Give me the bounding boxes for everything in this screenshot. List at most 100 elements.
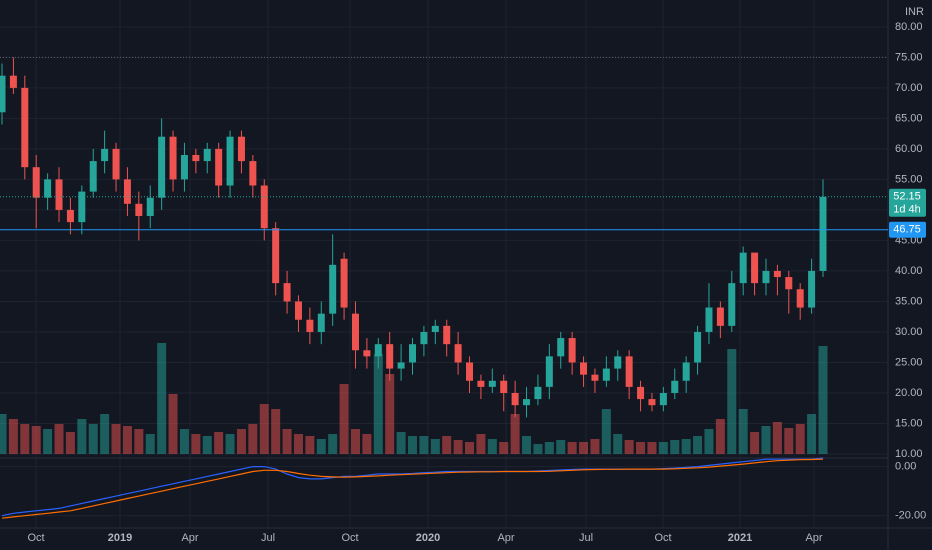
candle-body	[431, 325, 439, 332]
volume-bar	[681, 439, 691, 454]
candle-body	[192, 154, 200, 162]
x-tick-label: Oct	[27, 532, 44, 544]
candle-body	[101, 148, 109, 162]
candle-body	[9, 75, 17, 88]
currency-label: INR	[905, 6, 924, 18]
x-tick-label: 2019	[108, 532, 132, 544]
candle-body	[386, 344, 394, 369]
volume-bar	[693, 436, 703, 454]
candle-body	[762, 270, 770, 284]
candle-body	[659, 392, 667, 406]
candle-body	[454, 344, 462, 363]
candle-body	[89, 161, 97, 192]
volume-bar	[236, 429, 246, 454]
volume-bar	[499, 442, 509, 454]
countdown-label: 1d 4h	[893, 204, 921, 216]
candle-body	[409, 344, 416, 363]
volume-bar	[43, 429, 53, 454]
candle-body	[500, 380, 508, 393]
volume-bar	[396, 432, 406, 454]
volume-bar	[157, 343, 167, 454]
candle-body	[716, 307, 724, 326]
y-tick-label: 70.00	[895, 82, 923, 94]
volume-bar	[282, 429, 292, 454]
candle-body	[78, 191, 86, 223]
candle-body	[249, 161, 257, 186]
volume-bar	[727, 349, 737, 454]
y-tick-label: 10.00	[895, 448, 923, 460]
candle-body	[0, 75, 6, 113]
y-tick-label: 65.00	[895, 112, 923, 124]
volume-bar	[214, 432, 224, 454]
candle-body	[796, 289, 804, 308]
volume-bar	[419, 436, 429, 454]
candle-body	[374, 344, 382, 357]
volume-bar	[624, 440, 634, 454]
volume-bar	[533, 444, 543, 454]
y-tick-label: 40.00	[895, 265, 923, 277]
candle-body	[203, 148, 211, 162]
volume-bar	[362, 434, 372, 454]
candle-body	[614, 356, 622, 369]
volume-bar	[54, 424, 64, 454]
volume-bar	[442, 436, 452, 454]
candle-body	[363, 350, 371, 357]
volume-bar	[715, 419, 725, 454]
candle-body	[340, 258, 348, 308]
volume-bar	[613, 434, 623, 454]
volume-bar	[191, 434, 201, 454]
last-price-label: 52.15	[893, 191, 921, 203]
volume-bar	[408, 436, 417, 454]
candle-body	[283, 283, 291, 302]
candle-body	[397, 362, 405, 369]
macd-tick-label: -20.00	[895, 510, 926, 522]
candle-body	[523, 399, 531, 406]
volume-bar	[8, 419, 18, 454]
candle-body	[466, 362, 474, 381]
volume-bar	[179, 429, 189, 454]
candle-body	[545, 356, 553, 387]
candle-body	[773, 270, 781, 278]
candle-body	[112, 148, 120, 180]
volume-bar	[65, 432, 75, 454]
candle-body	[682, 362, 690, 381]
candle-body	[705, 307, 713, 332]
candle-body	[135, 203, 143, 217]
candle-body	[511, 392, 519, 406]
x-tick-label: 2021	[728, 532, 752, 544]
candle-body	[557, 338, 565, 357]
x-tick-label: Apr	[805, 532, 822, 544]
volume-bar	[636, 442, 646, 454]
volume-bar	[476, 434, 486, 454]
y-tick-label: 55.00	[895, 173, 923, 185]
volume-bar	[248, 424, 258, 454]
x-tick-label: Apr	[497, 532, 514, 544]
candle-body	[751, 252, 759, 284]
volume-bar	[522, 436, 532, 454]
candle-body	[808, 270, 816, 308]
x-tick-label: Oct	[654, 532, 671, 544]
volume-bar	[373, 354, 383, 454]
candle-body	[260, 185, 268, 229]
volume-bar	[31, 426, 41, 454]
candle-body	[226, 136, 234, 186]
candle-body	[146, 197, 154, 217]
volume-bar	[647, 442, 657, 454]
volume-bar	[225, 434, 235, 454]
candle-body	[625, 356, 633, 387]
volume-bar	[658, 442, 668, 454]
x-tick-label: Oct	[341, 532, 358, 544]
candle-body	[568, 338, 576, 363]
volume-bar	[77, 419, 87, 454]
volume-bar	[784, 428, 794, 454]
candle-body	[694, 331, 702, 363]
y-tick-label: 60.00	[895, 143, 923, 155]
candle-body	[534, 386, 542, 400]
y-tick-label: 20.00	[895, 387, 923, 399]
candle-body	[272, 228, 280, 284]
candle-body	[420, 331, 428, 345]
candle-body	[158, 136, 166, 198]
volume-bar	[316, 439, 326, 454]
